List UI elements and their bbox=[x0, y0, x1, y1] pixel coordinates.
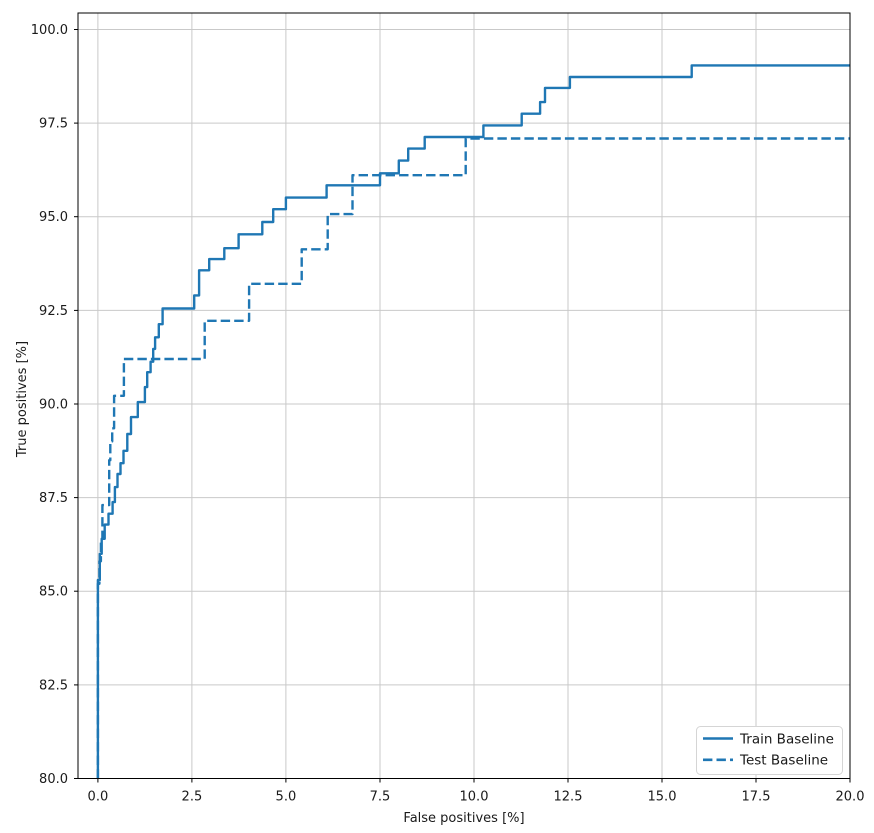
x-tick-labels: 0.0 2.5 5.0 7.5 10.0 12.5 15.0 17.5 20.0 bbox=[88, 790, 865, 805]
y-tick-labels: 80.0 82.5 85.0 87.5 90.0 92.5 95.0 97.5 100.0 bbox=[31, 23, 68, 787]
legend-label-train-baseline: Train Baseline bbox=[739, 731, 834, 747]
train-baseline-line bbox=[96, 64, 850, 779]
x-tick-label-10.0: 10.0 bbox=[460, 790, 489, 805]
y-tick-label-85.0: 85.0 bbox=[39, 585, 68, 600]
x-tick-label-7.5: 7.5 bbox=[370, 790, 391, 805]
y-tick-label-95.0: 95.0 bbox=[39, 210, 68, 225]
x-tick-label-0.0: 0.0 bbox=[88, 790, 109, 805]
x-tick-label-5.0: 5.0 bbox=[276, 790, 297, 805]
x-tick-label-15.0: 15.0 bbox=[648, 790, 677, 805]
x-tick-label-2.5: 2.5 bbox=[182, 790, 203, 805]
x-tick-label-12.5: 12.5 bbox=[554, 790, 583, 805]
y-tick-label-97.5: 97.5 bbox=[39, 117, 68, 132]
legend-label-test-baseline: Test Baseline bbox=[739, 753, 828, 769]
y-tick-label-80.0: 80.0 bbox=[39, 772, 68, 787]
axis-ticks bbox=[74, 29, 851, 783]
y-tick-label-92.5: 92.5 bbox=[39, 304, 68, 319]
legend: Train Baseline Test Baseline bbox=[696, 726, 843, 775]
x-tick-label-20.0: 20.0 bbox=[836, 790, 865, 805]
x-axis-label: False positives [%] bbox=[403, 811, 524, 826]
axes-frame bbox=[77, 12, 851, 779]
y-tick-label-100.0: 100.0 bbox=[31, 23, 68, 38]
y-tick-label-90.0: 90.0 bbox=[39, 398, 68, 413]
series-lines bbox=[96, 64, 850, 779]
y-tick-label-87.5: 87.5 bbox=[39, 491, 68, 506]
x-tick-label-17.5: 17.5 bbox=[742, 790, 771, 805]
y-axis-label: True positives [%] bbox=[15, 341, 30, 458]
y-tick-label-82.5: 82.5 bbox=[39, 678, 68, 693]
test-baseline-line bbox=[96, 137, 850, 779]
